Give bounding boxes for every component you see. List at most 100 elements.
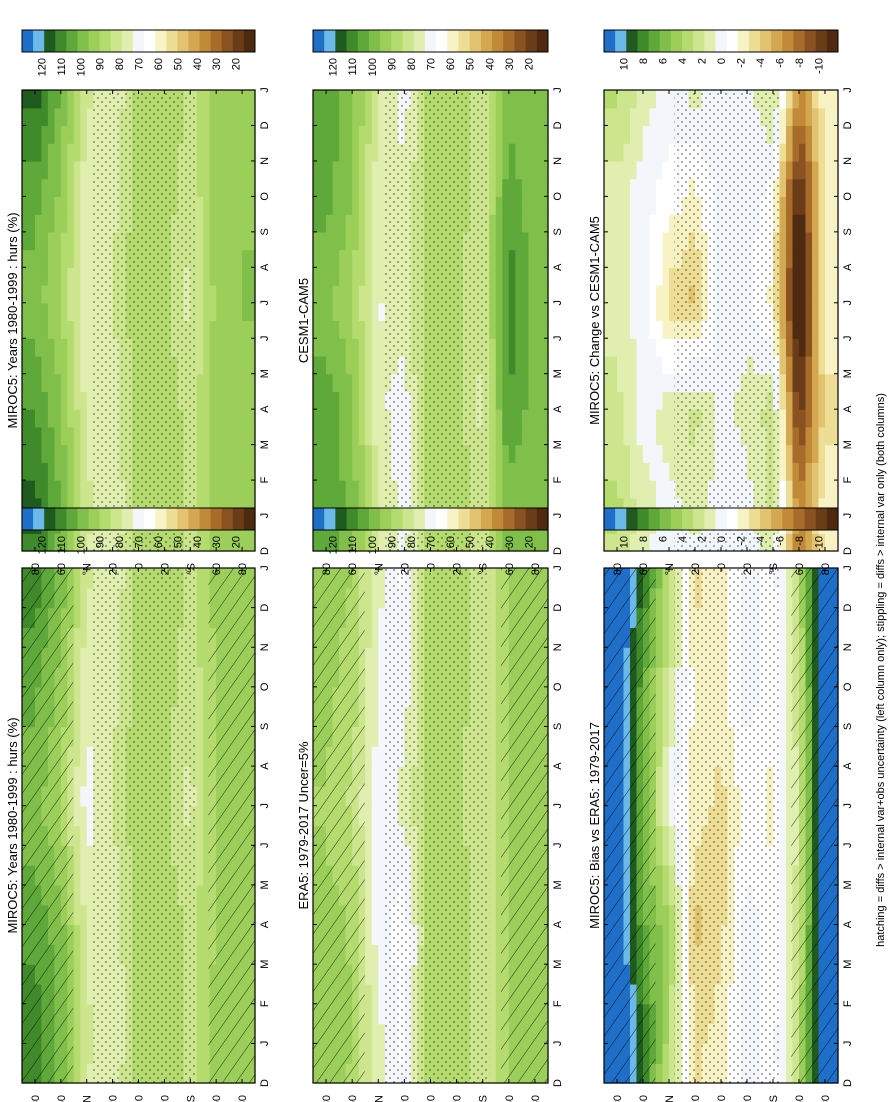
heat-cell xyxy=(378,1023,386,1044)
heat-cell xyxy=(502,444,510,463)
heat-cell xyxy=(34,107,43,127)
heat-cell xyxy=(528,160,536,180)
heat-cell xyxy=(332,355,340,375)
heat-cell xyxy=(80,125,88,144)
heat-cell xyxy=(196,178,204,197)
heat-cell xyxy=(54,249,62,268)
heat-cell xyxy=(528,338,536,357)
heat-cell xyxy=(313,373,321,393)
heat-cell xyxy=(489,647,497,668)
heat-cell xyxy=(209,409,217,428)
heat-cell xyxy=(326,462,334,481)
heat-cell xyxy=(203,231,211,251)
heat-cell xyxy=(502,125,510,144)
heat-cell xyxy=(319,373,327,393)
heat-cell xyxy=(534,391,543,410)
heat-cell xyxy=(345,196,353,215)
heat-cell xyxy=(22,426,30,446)
heat-cell xyxy=(196,1063,204,1084)
lat-tick-label: 80 xyxy=(321,563,333,575)
heat-cell xyxy=(22,267,30,286)
heat-cell xyxy=(313,143,321,162)
heat-cell xyxy=(495,373,503,393)
heat-cell xyxy=(54,178,62,197)
heat-cell xyxy=(73,825,81,846)
heat-cell xyxy=(489,231,497,251)
heat-cell xyxy=(248,196,256,215)
heat-cell xyxy=(502,320,510,339)
heat-cell xyxy=(378,249,386,268)
heat-cell xyxy=(508,320,516,339)
heat-cell xyxy=(779,964,787,985)
heat-cell xyxy=(203,355,211,375)
heat-cell xyxy=(54,285,62,304)
heat-cell xyxy=(339,426,347,446)
heat-cell xyxy=(80,196,88,215)
heat-cell xyxy=(22,90,30,109)
heat-cell xyxy=(521,533,530,552)
heat-cell xyxy=(67,355,75,375)
heat-cell xyxy=(521,196,530,215)
heat-cell xyxy=(248,267,256,286)
heat-cell xyxy=(28,409,36,428)
time-tick-label: M xyxy=(259,880,271,889)
time-tick-label: A xyxy=(259,920,271,928)
heat-cell xyxy=(662,944,670,965)
heat-cell xyxy=(34,143,43,162)
heat-cell xyxy=(86,107,94,127)
heat-cell xyxy=(41,285,49,304)
heat-cell xyxy=(248,355,256,375)
heat-cell xyxy=(203,1063,211,1084)
heat-cell xyxy=(73,214,81,233)
heat-cell xyxy=(489,924,497,945)
heat-cell xyxy=(222,196,230,215)
heat-cell xyxy=(47,391,55,410)
heat-cell xyxy=(229,285,237,304)
heat-cell xyxy=(222,302,230,322)
lat-tick-label: °N xyxy=(373,1095,385,1102)
heat-cell xyxy=(28,90,36,109)
hatching-overlay-north xyxy=(22,568,74,1083)
heat-cell xyxy=(86,924,94,945)
heat-cell xyxy=(669,904,677,926)
heat-cell xyxy=(216,409,224,428)
heat-cell xyxy=(313,320,321,339)
heat-cell xyxy=(779,1063,787,1084)
heat-cell xyxy=(73,231,81,251)
heat-cell xyxy=(41,462,49,481)
heat-cell xyxy=(489,667,497,688)
heat-cell xyxy=(86,983,94,1005)
heat-cell xyxy=(495,568,503,589)
heat-cell xyxy=(515,462,523,481)
heat-cell xyxy=(508,160,516,180)
heat-cell xyxy=(365,1063,373,1084)
heat-cell xyxy=(86,944,94,965)
heat-cell xyxy=(242,338,250,357)
panels-group: MIROC5: Years 1980-1999 : hurs (%)DJFMAM… xyxy=(5,87,854,1102)
heat-cell xyxy=(528,462,536,481)
heat-cell xyxy=(54,480,62,499)
heat-cell xyxy=(358,249,366,268)
heat-cell xyxy=(534,249,543,268)
heat-cell xyxy=(779,805,787,827)
heat-cell xyxy=(779,746,787,767)
heat-cell xyxy=(203,627,211,648)
heat-cell xyxy=(528,107,536,127)
heat-cell xyxy=(86,90,94,109)
heat-cell xyxy=(662,746,670,767)
heat-cell xyxy=(73,845,81,866)
heat-cell xyxy=(209,249,217,268)
heat-cell xyxy=(326,409,334,428)
hatching-overlay-north xyxy=(604,568,656,1083)
heat-cell xyxy=(67,178,75,197)
heat-cell xyxy=(229,338,237,357)
time-tick-label: M xyxy=(842,960,854,969)
heat-cell xyxy=(80,480,88,499)
heat-cell xyxy=(365,214,373,233)
heat-cell xyxy=(662,706,670,728)
time-tick-label: O xyxy=(259,192,271,201)
time-tick-label: J xyxy=(259,565,271,571)
heat-cell xyxy=(656,607,664,629)
heat-cell xyxy=(326,90,334,109)
